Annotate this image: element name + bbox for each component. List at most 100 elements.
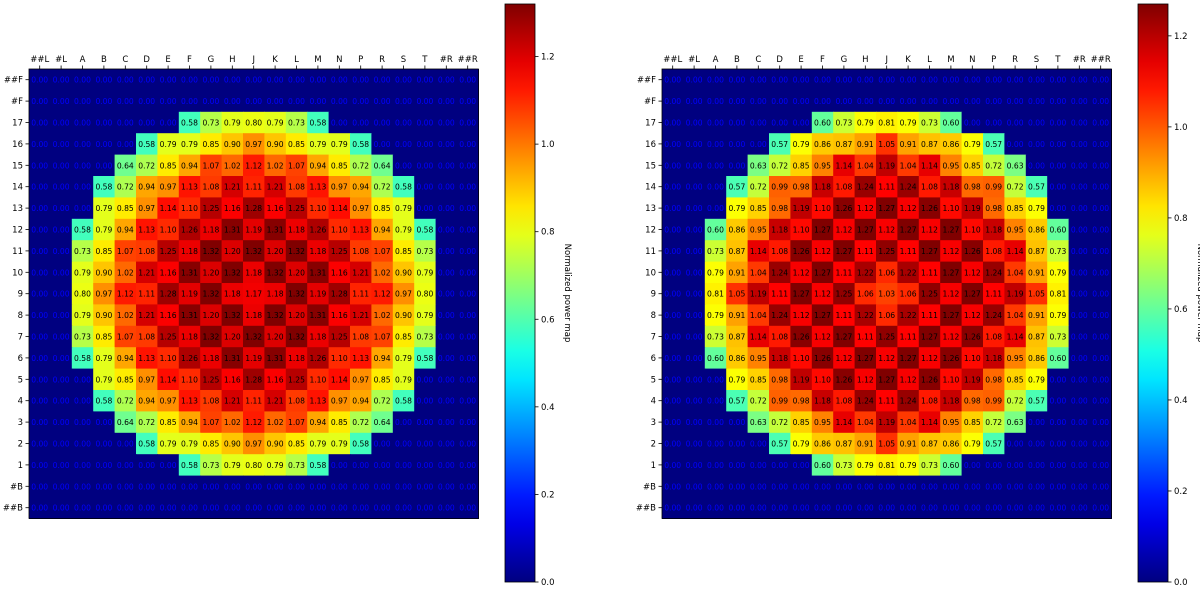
cell-value-label: 1.02	[374, 268, 391, 277]
heatmap-cell	[328, 432, 351, 455]
cell-value-label: 0.00	[31, 440, 48, 449]
cell-value-label: 0.00	[416, 504, 433, 513]
cell-value-label: 1.21	[267, 397, 284, 406]
heatmap-cell	[200, 304, 223, 327]
heatmap-cell	[704, 304, 727, 327]
cell-value-label: 0.00	[1071, 461, 1088, 470]
cell-value-label: 0.73	[921, 119, 938, 128]
cell-value-label: 0.94	[374, 354, 391, 363]
heatmap-cell	[983, 283, 1005, 305]
heatmap-cell	[328, 90, 351, 113]
cell-value-label: 1.06	[857, 290, 874, 299]
heatmap-cell	[392, 69, 415, 91]
heatmap-cell	[1025, 176, 1048, 198]
cell-value-label: 0.00	[664, 183, 681, 192]
cell-value-label: 0.00	[438, 226, 455, 235]
cell-value-label: 0.00	[53, 461, 70, 470]
heatmap-cell	[790, 325, 813, 348]
heatmap-cell	[918, 111, 941, 134]
heatmap-cell	[1047, 90, 1070, 113]
cell-value-label: 0.00	[416, 461, 433, 470]
cell-value-label: 0.91	[728, 268, 745, 277]
cell-value-label: 0.00	[728, 440, 745, 449]
cell-value-label: 0.95	[1007, 226, 1024, 235]
heatmap-cell	[1068, 261, 1091, 284]
cell-value-label: 0.00	[95, 504, 112, 513]
cell-value-label: 1.27	[878, 375, 895, 384]
cell-value-label: 0.87	[835, 140, 852, 149]
heatmap-cell	[221, 283, 244, 305]
cell-value-label: 0.00	[395, 76, 412, 85]
cell-value-label: 0.00	[459, 290, 476, 299]
column-tick-label: K	[272, 55, 278, 65]
heatmap-cell	[918, 154, 941, 177]
cell-value-label: 0.00	[117, 482, 134, 491]
cell-value-label: 0.00	[438, 268, 455, 277]
heatmap-cell	[1090, 218, 1112, 241]
cell-value-label: 1.27	[814, 226, 831, 235]
cell-value-label: 0.00	[1007, 140, 1024, 149]
heatmap-cell	[50, 347, 73, 370]
cell-value-label: 0.85	[793, 161, 810, 170]
heatmap-cell	[1004, 133, 1027, 156]
cell-value-label: 1.11	[985, 290, 1002, 299]
cell-value-label: 0.79	[857, 119, 874, 128]
cell-value-label: 1.12	[921, 354, 938, 363]
cell-value-label: 1.26	[942, 354, 959, 363]
heatmap-cell	[435, 90, 458, 113]
heatmap-cell	[264, 283, 287, 305]
heatmap-cell	[307, 261, 330, 284]
heatmap-cell	[414, 325, 437, 348]
row-tick-label: 9	[18, 290, 23, 300]
cell-value-label: 0.00	[138, 76, 155, 85]
heatmap-cell	[876, 133, 898, 156]
heatmap-cell	[918, 475, 941, 498]
cell-value-label: 0.00	[74, 97, 91, 106]
cell-value-label: 0.00	[1007, 482, 1024, 491]
heatmap-cell	[769, 475, 791, 498]
heatmap-cell	[726, 347, 749, 370]
column-tick-label: H	[862, 55, 868, 65]
heatmap-cell	[200, 475, 223, 498]
heatmap-cell	[1047, 240, 1070, 263]
row-tick-label: 15	[12, 161, 23, 171]
cell-value-label: 1.20	[224, 247, 241, 256]
heatmap-cell	[221, 304, 244, 327]
heatmap-cell	[178, 432, 201, 455]
heatmap-cell	[392, 197, 415, 220]
heatmap-cell	[157, 154, 180, 177]
column-tick-label: T	[421, 55, 428, 65]
heatmap-cell	[961, 368, 984, 391]
cell-value-label: 0.00	[438, 333, 455, 342]
heatmap-cell	[811, 497, 834, 519]
cell-value-label: 1.19	[750, 290, 767, 299]
heatmap-cell	[221, 368, 244, 391]
heatmap-cell	[435, 454, 458, 477]
heatmap-cell	[414, 111, 437, 134]
heatmap-cell	[264, 347, 287, 370]
heatmap-cell	[200, 154, 223, 177]
heatmap-cell	[200, 176, 223, 198]
heatmap-cell	[71, 432, 94, 455]
cell-value-label: 0.58	[181, 461, 198, 470]
heatmap-cell	[854, 304, 877, 327]
heatmap-cell	[833, 69, 856, 91]
cell-value-label: 0.90	[224, 440, 241, 449]
heatmap-cell	[961, 111, 984, 134]
cell-value-label: 0.00	[1071, 311, 1088, 320]
heatmap-cell	[264, 218, 287, 241]
heatmap-cell	[29, 454, 51, 477]
heatmap-cell	[811, 69, 834, 91]
heatmap-cell	[114, 325, 137, 348]
cell-value-label: 0.00	[835, 76, 852, 85]
cell-value-label: 1.05	[878, 140, 895, 149]
heatmap-cell	[983, 432, 1005, 455]
heatmap-cell	[747, 390, 770, 412]
cell-value-label: 0.00	[942, 97, 959, 106]
heatmap-cell	[790, 240, 813, 263]
column-tick-label: ##R	[1091, 55, 1111, 65]
heatmap-cell	[790, 218, 813, 241]
cell-value-label: 1.26	[181, 354, 198, 363]
heatmap-cell	[833, 218, 856, 241]
heatmap-cell	[897, 261, 920, 284]
